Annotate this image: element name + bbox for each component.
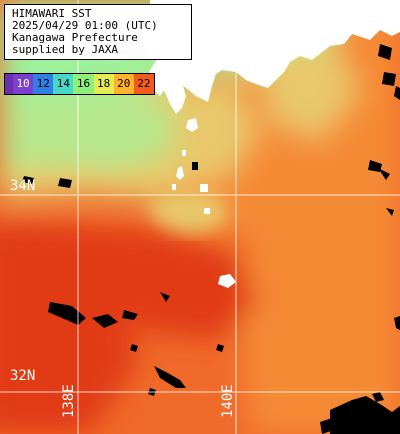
toshima	[182, 150, 186, 156]
lat-label-34n: 34N	[10, 178, 36, 194]
land	[140, 0, 400, 288]
lon-label-140e: 140E	[220, 384, 236, 418]
legend-cell-22: 22	[133, 74, 154, 94]
map-credit: supplied by JAXA	[12, 43, 118, 56]
hachijojima	[218, 274, 236, 288]
legend-cell-20: 20	[113, 74, 134, 94]
miyakejima	[200, 184, 208, 192]
info-box: HIMAWARI SST 2025/04/29 01:00 (UTC) Kana…	[4, 4, 192, 60]
no-data-patches	[22, 20, 400, 434]
map-title: HIMAWARI SST	[12, 7, 92, 20]
legend-cell-16: 16	[73, 74, 94, 94]
mikurajima	[204, 208, 210, 214]
legend-cell-18: 18	[93, 74, 114, 94]
legend-cell-14: 14	[53, 74, 74, 94]
lon-label-138e: 138E	[61, 384, 77, 418]
legend-cell-10: 10	[13, 74, 34, 94]
izu-peninsula	[164, 72, 186, 114]
map-datetime: 2025/04/29 01:00 (UTC)	[12, 19, 158, 32]
honshu-coast	[140, 0, 400, 102]
niijima	[176, 166, 184, 180]
legend-color-lead	[5, 74, 13, 94]
kozushima	[172, 184, 176, 190]
legend-cell-12: 12	[33, 74, 54, 94]
map-region: Kanagawa Prefecture	[12, 31, 138, 44]
izu-oshima	[186, 118, 198, 132]
sst-swirl	[149, 190, 228, 233]
temperature-legend: 10 12 14 16 18 20 22	[4, 73, 155, 95]
lat-label-32n: 32N	[10, 368, 36, 384]
